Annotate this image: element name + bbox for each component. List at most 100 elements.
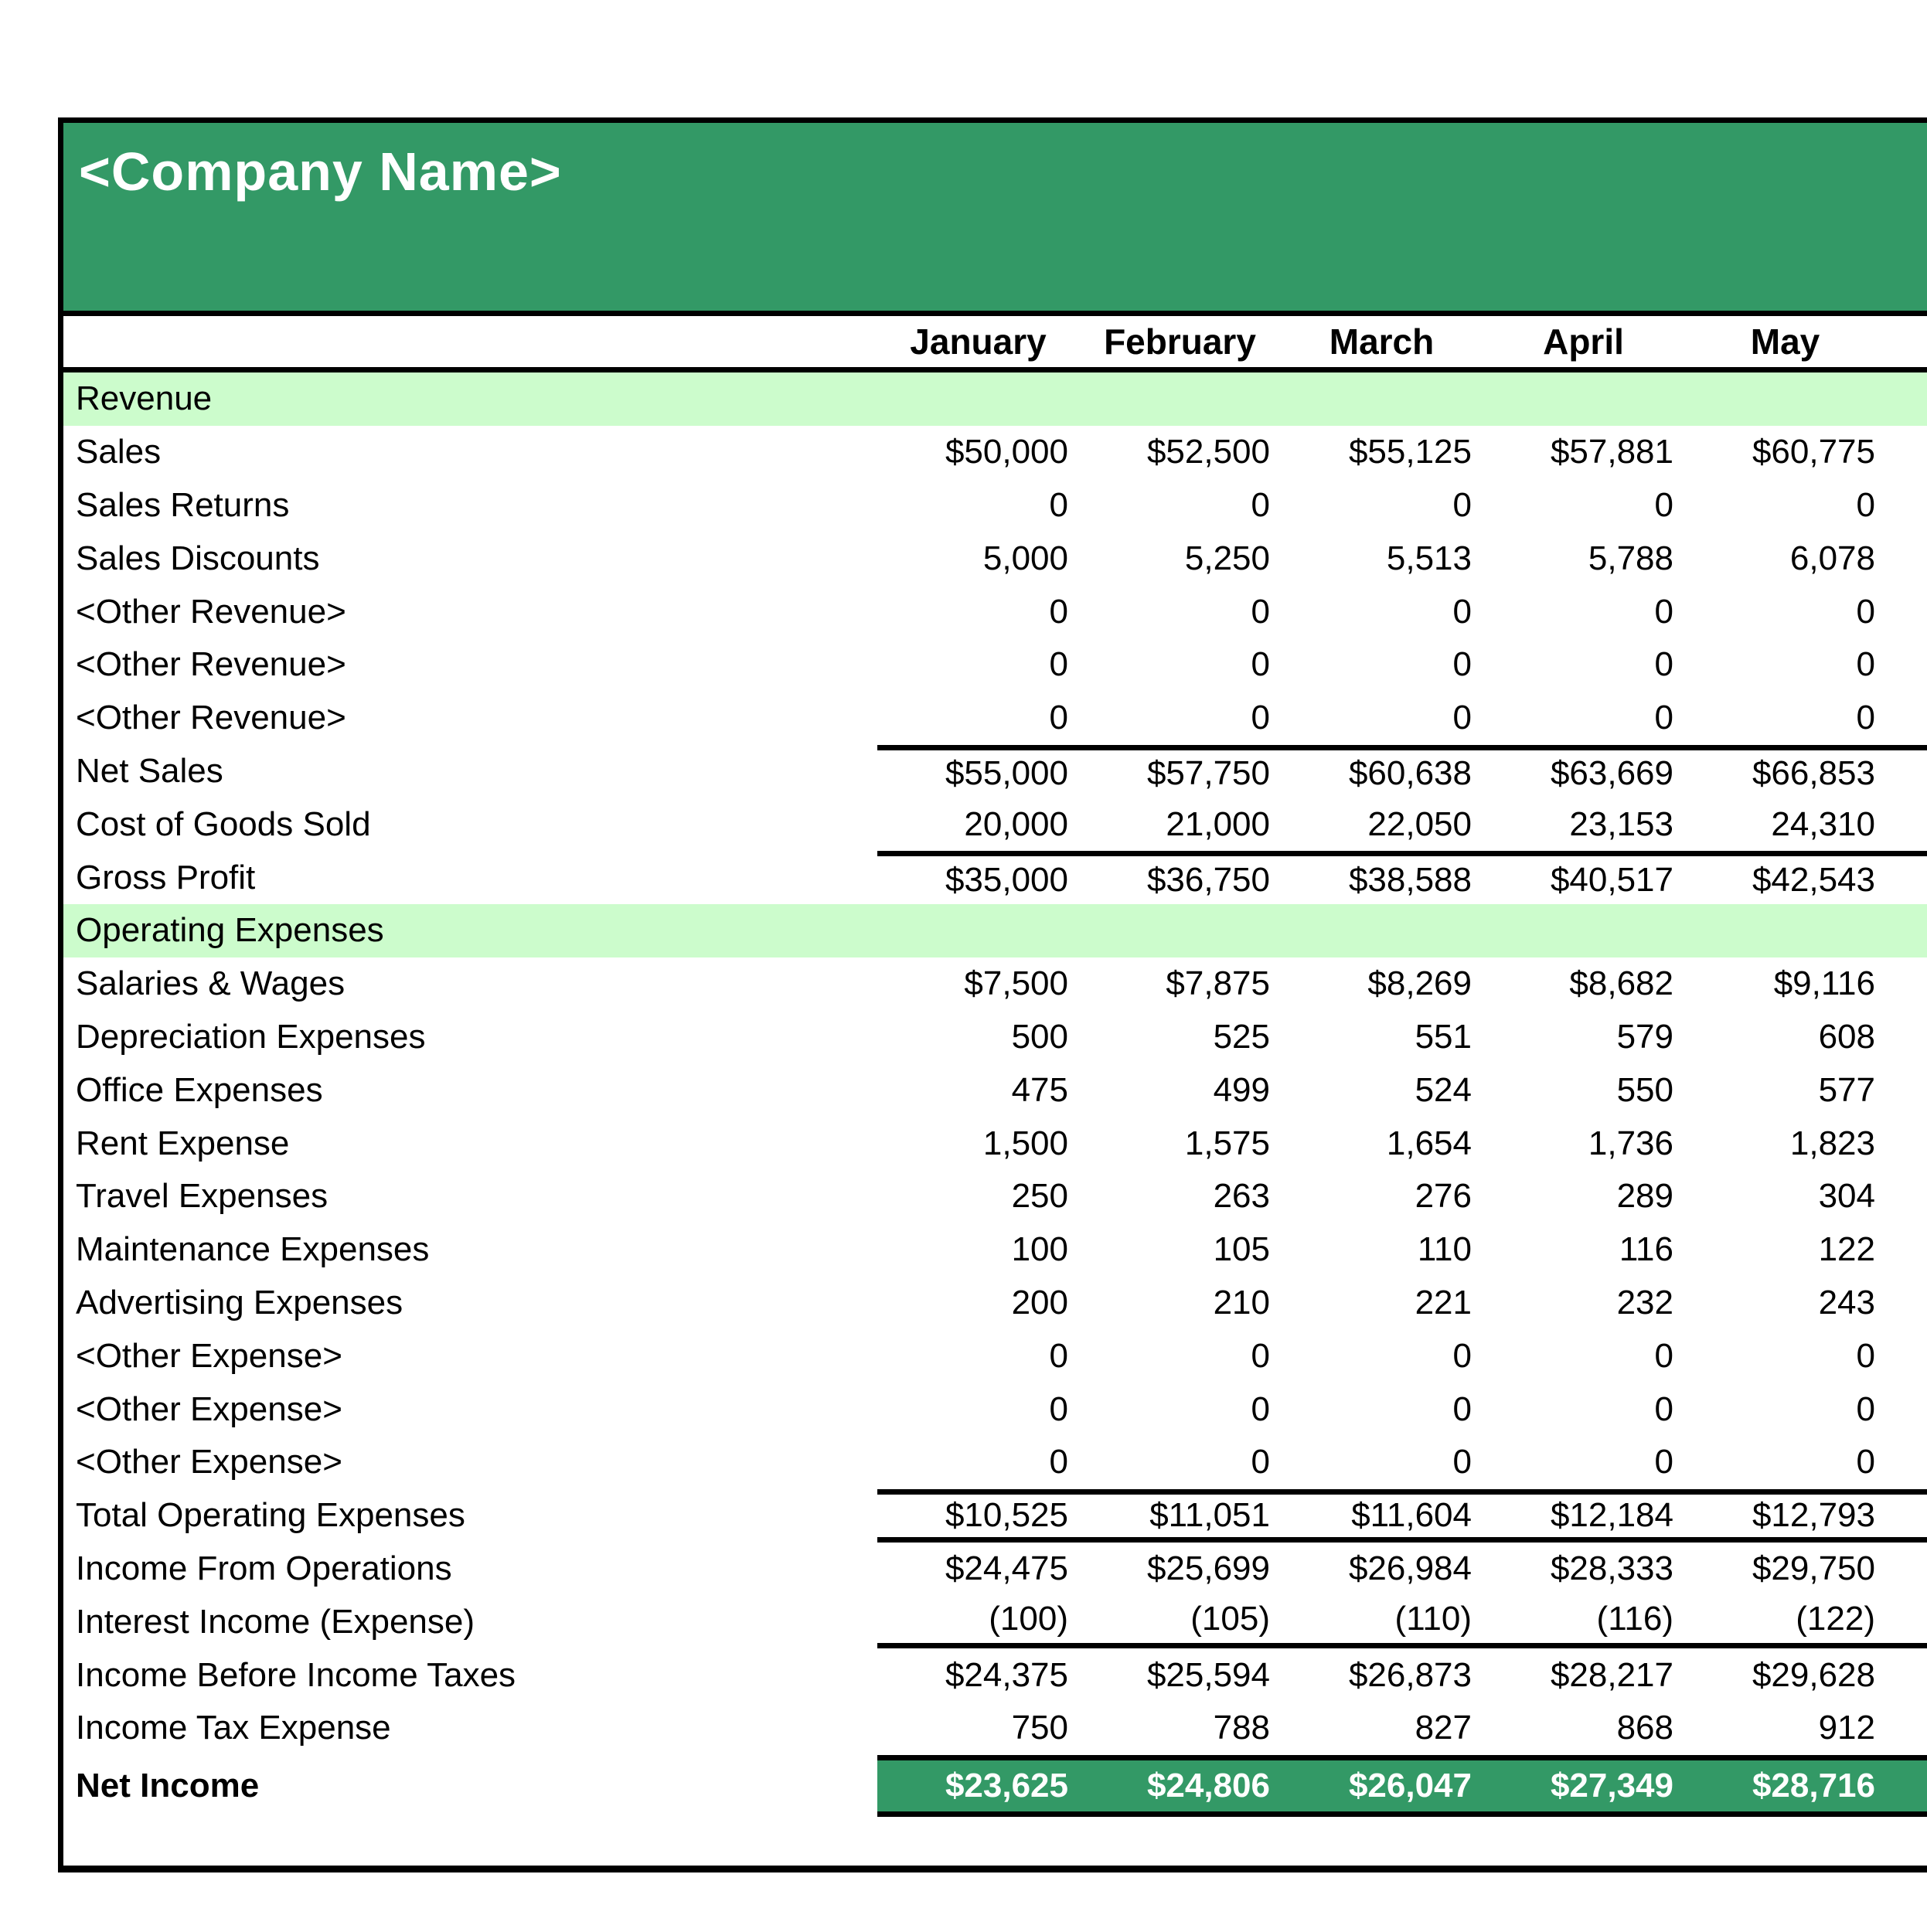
cell-value: 1,823 — [1789, 1124, 1875, 1162]
cell-value: 24,310 — [1771, 804, 1875, 843]
cell-value: 6,078 — [1789, 539, 1875, 577]
row-label: Operating Expenses — [63, 903, 877, 957]
column-header-month: March — [1329, 321, 1435, 362]
cell-value: 0 — [1856, 1336, 1875, 1375]
row-filler — [1886, 957, 1927, 1011]
cell-value: 0 — [1049, 1389, 1068, 1428]
row-filler — [1886, 1754, 1927, 1817]
row-label: <Other Expense> — [76, 1443, 342, 1481]
row-filler — [1886, 638, 1927, 692]
cell-value: $55,125 — [1348, 433, 1472, 471]
cell-value: $36,750 — [1079, 851, 1281, 904]
table-row: Maintenance Expenses 100 105 110 116 122 — [63, 1223, 1927, 1277]
cell-value: $23,625 — [877, 1754, 1079, 1817]
cell-value: 289 — [1616, 1177, 1673, 1216]
column-header-month: April — [1543, 321, 1624, 362]
row-filler — [1886, 585, 1927, 638]
row-filler — [1886, 1117, 1927, 1170]
table-row: Salaries & Wages $7,500 $7,875 $8,269 $8,682… — [63, 957, 1927, 1011]
cell-value: (105) — [1079, 1595, 1281, 1649]
cell-value: $7,875 — [1166, 964, 1270, 1003]
table-row: Income Tax Expense 750 788 827 868 912 — [63, 1702, 1927, 1755]
row-filler — [1886, 1436, 1927, 1489]
cell-value: 551 — [1415, 1017, 1472, 1056]
cell-value: $7,500 — [964, 964, 1068, 1003]
cell-value: 788 — [1213, 1709, 1270, 1747]
cell-value: 0 — [1452, 1443, 1472, 1481]
cell-value: $24,375 — [945, 1655, 1068, 1694]
row-label: <Other Expense> — [76, 1389, 342, 1428]
cell-value: 210 — [1213, 1283, 1270, 1321]
cell-value: 0 — [1452, 592, 1472, 631]
cell-value: 0 — [1049, 485, 1068, 524]
cell-value: 263 — [1213, 1177, 1270, 1216]
cell-value: 0 — [1452, 1336, 1472, 1375]
cell-value: $26,873 — [1348, 1655, 1472, 1694]
cell-value: 0 — [1654, 1336, 1673, 1375]
table-row: Interest Income (Expense) (100) (105) (110)… — [63, 1595, 1927, 1649]
statement-rows: Revenue Sales $50,000 $52,500 $55,125 $57,881… — [63, 372, 1927, 1817]
cell-value — [1281, 372, 1483, 426]
cell-value: 0 — [1856, 1389, 1875, 1428]
cell-value: 827 — [1415, 1709, 1472, 1747]
row-label: <Other Revenue> — [76, 592, 346, 631]
cell-value: $11,051 — [1079, 1488, 1281, 1543]
cell-value: $9,116 — [1773, 964, 1875, 1003]
cell-value: $40,517 — [1483, 851, 1684, 904]
cell-value: 579 — [1616, 1017, 1673, 1056]
row-filler — [1886, 1543, 1927, 1596]
cell-value: $12,184 — [1483, 1488, 1684, 1543]
cell-value: 5,000 — [982, 539, 1068, 577]
cell-value: 5,513 — [1386, 539, 1472, 577]
row-label: Gross Profit — [76, 858, 256, 896]
cell-value: 23,153 — [1569, 804, 1673, 843]
row-label: Rent Expense — [76, 1124, 290, 1162]
table-row: Sales Returns 0 0 0 0 0 — [63, 479, 1927, 532]
row-filler — [1886, 426, 1927, 479]
cell-value: 5,788 — [1588, 539, 1673, 577]
row-filler — [1886, 479, 1927, 532]
row-label: Sales Discounts — [76, 539, 320, 577]
cell-value: 0 — [1251, 645, 1270, 684]
cell-value: 20,000 — [964, 804, 1068, 843]
row-filler — [1886, 532, 1927, 585]
table-row: <Other Revenue> 0 0 0 0 0 — [63, 638, 1927, 692]
cell-value: 100 — [1011, 1230, 1068, 1269]
cell-value: 0 — [1251, 1443, 1270, 1481]
cell-value: 110 — [1417, 1230, 1472, 1269]
row-label: Travel Expenses — [76, 1177, 329, 1216]
cell-value: $50,000 — [945, 433, 1068, 471]
cell-value: (110) — [1281, 1595, 1483, 1649]
cell-value: $24,475 — [945, 1549, 1068, 1587]
table-row: Travel Expenses 250 263 276 289 304 — [63, 1170, 1927, 1223]
cell-value: 0 — [1654, 645, 1673, 684]
table-row: Sales Discounts 5,000 5,250 5,513 5,788 6,078 — [63, 532, 1927, 585]
cell-value: $24,806 — [1079, 1754, 1281, 1817]
cell-value: 1,575 — [1184, 1124, 1270, 1162]
table-row: Rent Expense 1,500 1,575 1,654 1,736 1,823 — [63, 1117, 1927, 1170]
table-row: Sales $50,000 $52,500 $55,125 $57,881 $60,775 — [63, 426, 1927, 479]
cell-value: $55,000 — [877, 744, 1079, 798]
row-filler — [1886, 1277, 1927, 1330]
cell-value: $25,699 — [1146, 1549, 1270, 1587]
cell-value: $63,669 — [1483, 744, 1684, 798]
cell-value: 243 — [1818, 1283, 1875, 1321]
cell-value: 122 — [1818, 1230, 1875, 1269]
cell-value: 0 — [1251, 485, 1270, 524]
table-row: Gross Profit $35,000 $36,750 $38,588 $40,517… — [63, 851, 1927, 904]
cell-value: 525 — [1213, 1017, 1270, 1056]
section-header-row: Revenue — [63, 372, 1927, 426]
cell-value: 0 — [1251, 1389, 1270, 1428]
row-label: Interest Income (Expense) — [76, 1602, 475, 1641]
row-label: Cost of Goods Sold — [76, 804, 371, 843]
cell-value: 105 — [1213, 1230, 1270, 1269]
row-filler — [1886, 372, 1927, 426]
cell-value: 1,654 — [1386, 1124, 1472, 1162]
cell-value: 1,736 — [1588, 1124, 1673, 1162]
cell-value: 0 — [1049, 1443, 1068, 1481]
cell-value: 577 — [1818, 1070, 1875, 1109]
cell-value: $25,594 — [1146, 1655, 1270, 1694]
cell-value: 0 — [1452, 1389, 1472, 1428]
cell-value — [877, 372, 1079, 426]
table-row: Income Before Income Taxes $24,375 $25,594… — [63, 1648, 1927, 1702]
